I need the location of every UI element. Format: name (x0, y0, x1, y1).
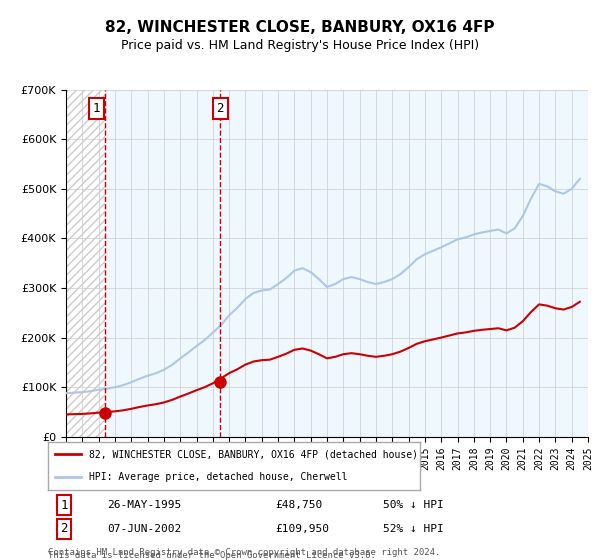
Text: 1: 1 (92, 102, 100, 115)
Text: Contains HM Land Registry data © Crown copyright and database right 2024.: Contains HM Land Registry data © Crown c… (48, 548, 440, 557)
Bar (66, 90, 105, 437)
Text: 26-MAY-1995: 26-MAY-1995 (107, 500, 182, 510)
Text: 82, WINCHESTER CLOSE, BANBURY, OX16 4FP: 82, WINCHESTER CLOSE, BANBURY, OX16 4FP (105, 20, 495, 35)
Text: 52% ↓ HPI: 52% ↓ HPI (383, 524, 443, 534)
Bar (66, 90, 105, 437)
Text: 2: 2 (217, 102, 224, 115)
Text: £109,950: £109,950 (275, 524, 329, 534)
Text: Price paid vs. HM Land Registry's House Price Index (HPI): Price paid vs. HM Land Registry's House … (121, 39, 479, 52)
Text: This data is licensed under the Open Government Licence v3.0.: This data is licensed under the Open Gov… (48, 551, 376, 560)
Text: £48,750: £48,750 (275, 500, 322, 510)
Text: 50% ↓ HPI: 50% ↓ HPI (383, 500, 443, 510)
Text: HPI: Average price, detached house, Cherwell: HPI: Average price, detached house, Cher… (89, 472, 347, 482)
Text: 07-JUN-2002: 07-JUN-2002 (107, 524, 182, 534)
Bar (105, 90, 588, 437)
Text: 82, WINCHESTER CLOSE, BANBURY, OX16 4FP (detached house): 82, WINCHESTER CLOSE, BANBURY, OX16 4FP … (89, 449, 418, 459)
Text: 1: 1 (61, 498, 68, 512)
Text: 2: 2 (61, 522, 68, 535)
